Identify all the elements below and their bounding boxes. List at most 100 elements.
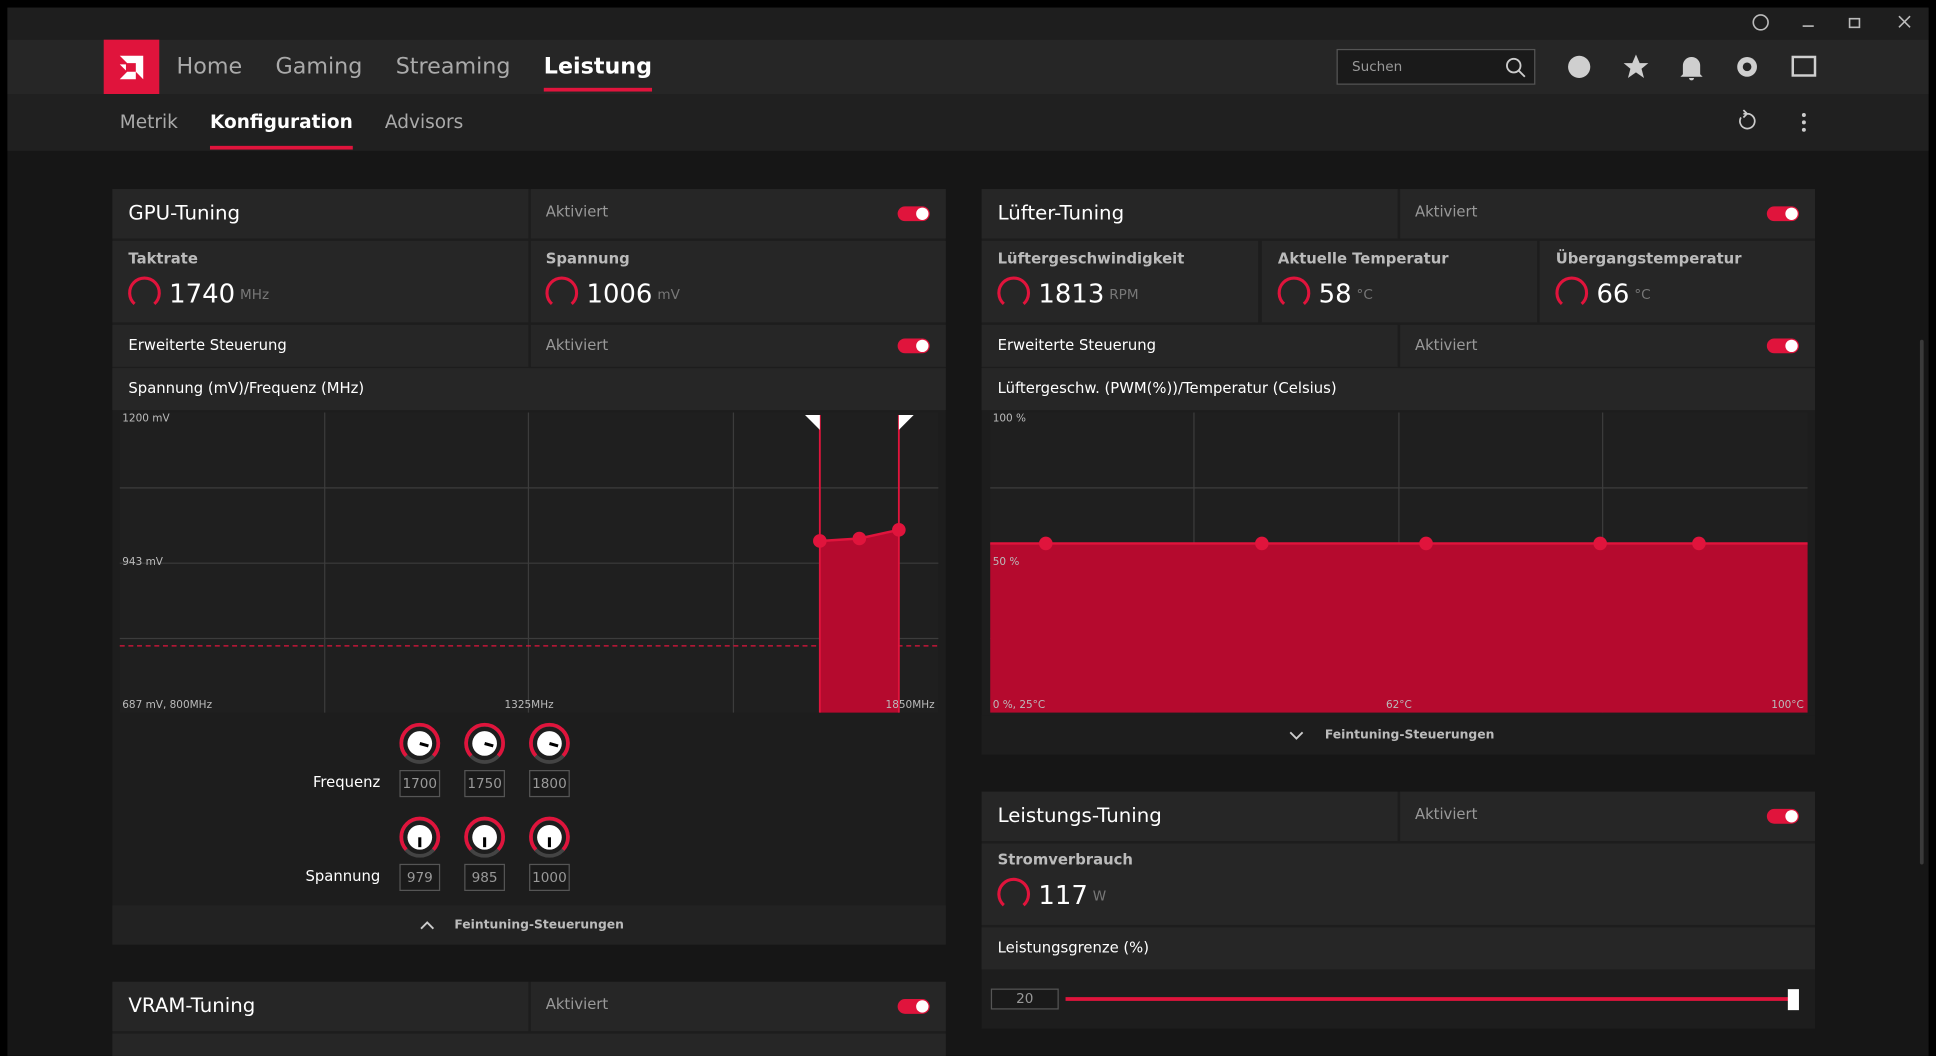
amd-logo[interactable] — [103, 39, 160, 95]
fan-curve-area — [990, 543, 1808, 713]
chart-label: 943 mV — [122, 556, 164, 568]
metric-label: Aktuelle Temperatur — [1278, 250, 1449, 267]
subnav-tab[interactable]: Advisors — [385, 112, 463, 133]
row-status: Aktiviert — [546, 337, 609, 354]
curve-point[interactable] — [1692, 536, 1706, 551]
knob-needle — [484, 741, 494, 748]
knob-value: 1700 — [403, 776, 438, 792]
curve-point[interactable] — [1255, 536, 1269, 551]
chevron-down — [1289, 731, 1304, 740]
panel-footer[interactable] — [981, 715, 1815, 755]
gauge-arc — [128, 276, 161, 306]
value-box[interactable] — [464, 770, 505, 798]
knob[interactable] — [407, 824, 433, 850]
scrollbar[interactable] — [1919, 339, 1924, 865]
knob-arc — [529, 816, 570, 851]
value-box[interactable] — [399, 770, 441, 798]
knob-needle — [419, 741, 429, 748]
gauge-arc — [997, 276, 1031, 306]
panel-header-status — [1400, 791, 1815, 841]
value-box[interactable] — [399, 863, 441, 891]
curve-point[interactable] — [1593, 536, 1607, 551]
panel-row-status — [530, 324, 946, 367]
knob[interactable] — [537, 824, 562, 850]
knob-arc — [529, 722, 570, 758]
close-button[interactable] — [1898, 15, 1911, 28]
row-label: Lüftergeschw. (PWM(%))/Temperatur (Celsi… — [998, 380, 1337, 397]
nav-tab[interactable]: Streaming — [396, 53, 511, 79]
notifications-icon[interactable] — [1680, 56, 1703, 81]
slider-handle[interactable] — [1787, 989, 1799, 1011]
restore-button[interactable] — [1848, 17, 1861, 29]
panel-status: Aktiviert — [1415, 204, 1478, 221]
nav-tab[interactable]: Gaming — [276, 53, 363, 79]
curve-point[interactable] — [1419, 536, 1433, 551]
subnav-tab[interactable]: Metrik — [120, 112, 178, 133]
metric-cell — [530, 240, 946, 323]
row-status: Aktiviert — [1415, 337, 1478, 354]
metric-label: Taktrate — [128, 250, 197, 267]
panel-header-status — [530, 981, 946, 1032]
knob-value: 985 — [472, 870, 498, 886]
knob-value: 1000 — [532, 870, 567, 886]
metric-unit: mV — [657, 287, 680, 303]
metric-value: 117 — [1038, 881, 1087, 911]
panel-title: GPU-Tuning — [128, 201, 240, 224]
more-icon[interactable] — [1801, 113, 1806, 132]
metric-label: Lüftergeschwindigkeit — [998, 250, 1185, 267]
panel-footer[interactable] — [112, 905, 946, 945]
metric-cell — [112, 240, 529, 323]
panel-row — [112, 1033, 946, 1056]
range-handle[interactable] — [898, 415, 914, 430]
panel-row — [112, 368, 946, 411]
reset-icon[interactable] — [1739, 109, 1756, 130]
window-controls — [1752, 14, 1911, 31]
knob[interactable] — [407, 731, 433, 756]
help-button[interactable] — [1752, 14, 1769, 31]
curve-point[interactable] — [1038, 536, 1053, 551]
search-box[interactable] — [1336, 48, 1536, 85]
range-handle[interactable] — [805, 415, 820, 430]
gauge-arc — [545, 276, 579, 306]
knob-value: 1800 — [532, 776, 567, 792]
panel-header — [981, 189, 1398, 239]
metric-unit: W — [1093, 889, 1106, 905]
metric-unit: °C — [1634, 287, 1650, 303]
favorites-icon[interactable] — [1623, 54, 1649, 78]
toggle-knob — [1785, 810, 1798, 823]
footer-label[interactable]: Feintuning-Steuerungen — [1325, 727, 1495, 741]
gauge-arc — [1555, 276, 1589, 306]
subnav-tab[interactable]: Konfiguration — [210, 112, 353, 133]
knob-row-label: Spannung — [306, 868, 381, 885]
chart-label: 0 %, 25°C — [993, 699, 1046, 711]
metric-cell — [981, 843, 1815, 925]
limit-input[interactable] — [990, 988, 1059, 1010]
metric-unit: MHz — [240, 287, 269, 303]
chart-label: 50 % — [993, 556, 1020, 568]
nav-tab[interactable]: Home — [177, 53, 243, 79]
chart-label: 100 % — [993, 413, 1026, 425]
value-box[interactable] — [529, 770, 570, 798]
nav-tab[interactable]: Leistung — [544, 53, 652, 79]
panel-row — [981, 324, 1398, 367]
metric-cell — [1539, 240, 1815, 323]
toggle-knob — [1785, 207, 1798, 220]
gauge-arc — [1277, 276, 1311, 306]
curve-point[interactable] — [813, 534, 827, 548]
knob-arc — [464, 722, 505, 758]
panel-status: Aktiviert — [546, 204, 609, 221]
footer-label[interactable]: Feintuning-Steuerungen — [454, 917, 624, 931]
value-box[interactable] — [529, 863, 570, 891]
chart-label: 1850MHz — [886, 699, 936, 711]
globe-icon[interactable] — [1568, 55, 1591, 78]
chart-label: 1200 mV — [122, 413, 170, 425]
layout-icon[interactable] — [1791, 55, 1817, 77]
chart-label: 687 mV, 800MHz — [122, 699, 212, 711]
value-box[interactable] — [464, 863, 505, 891]
metric-label: Spannung — [546, 250, 630, 267]
metric-unit: RPM — [1109, 287, 1138, 303]
knob[interactable] — [472, 824, 497, 850]
metric-value: 1813 — [1038, 280, 1104, 310]
curve-point[interactable] — [852, 531, 867, 546]
curve-point[interactable] — [892, 523, 906, 537]
